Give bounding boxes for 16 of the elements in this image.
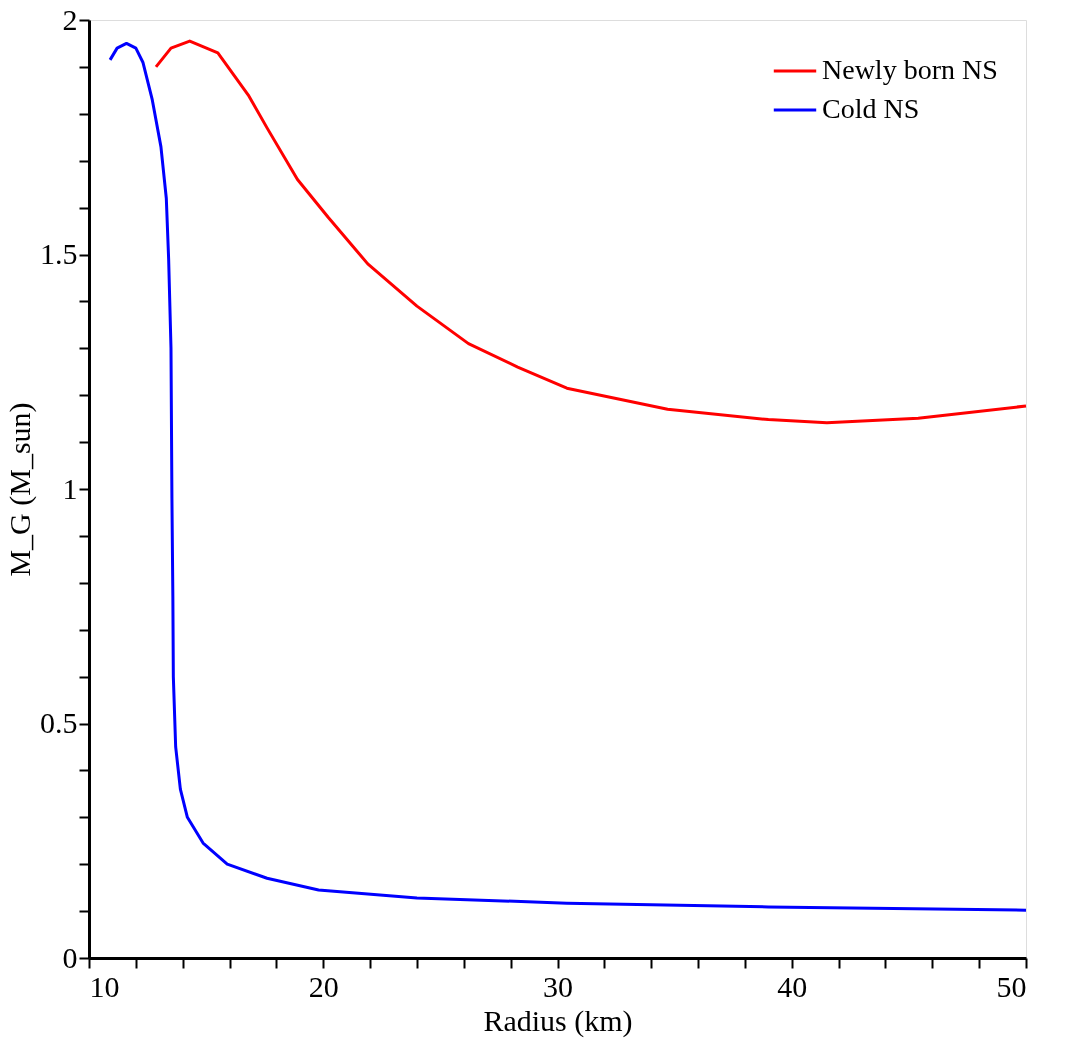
y-tick-label: 1.5 — [40, 237, 78, 270]
y-axis-title: M_G (M_sun) — [3, 402, 37, 577]
y-tick-label: 1 — [62, 471, 78, 505]
y-tick-label: 0.5 — [40, 706, 78, 739]
x-tick-label: 40 — [777, 969, 808, 1003]
y-tick-label: 0 — [62, 940, 78, 974]
line-series — [108, 41, 1028, 912]
x-tick-label: 10 — [89, 969, 120, 1003]
line-series — [154, 39, 1028, 425]
x-tick-label: 30 — [543, 969, 573, 1003]
y-tick-label: 2 — [62, 2, 78, 36]
x-axis-title: Radius (km) — [483, 1003, 633, 1038]
legend-label: Newly born NS — [822, 54, 998, 85]
legend-label: Cold NS — [822, 93, 920, 124]
x-tick-label: 50 — [996, 969, 1027, 1003]
x-tick-label: 20 — [308, 969, 339, 1003]
